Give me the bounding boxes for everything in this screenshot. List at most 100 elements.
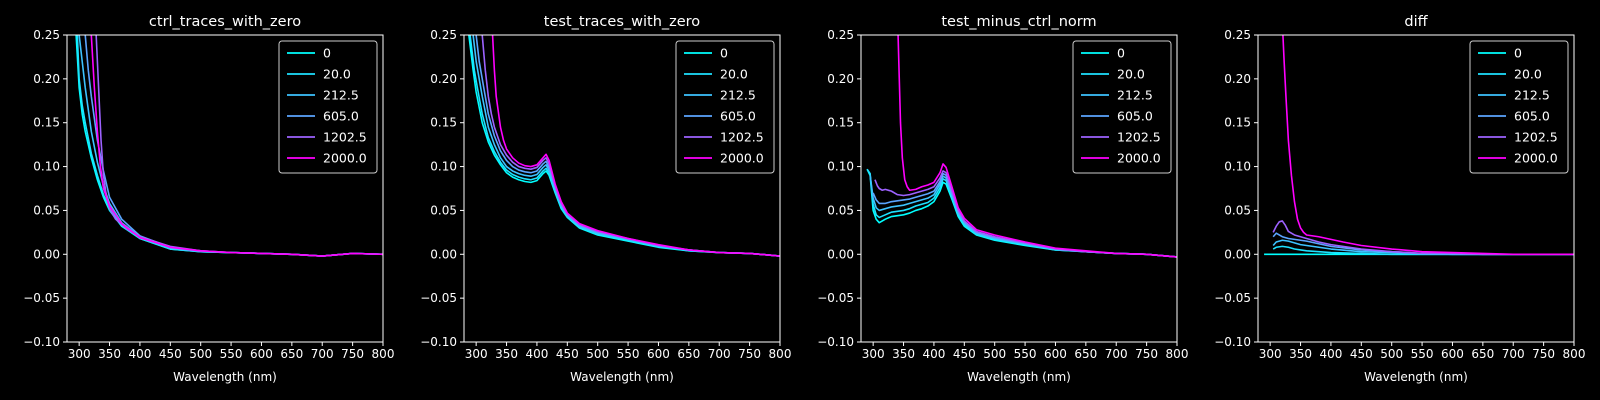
x-tick-label: 600 xyxy=(1441,347,1464,361)
y-tick-label: 0.00 xyxy=(827,247,854,261)
y-tick-label: −0.10 xyxy=(23,335,60,349)
x-tick-label: 550 xyxy=(220,347,243,361)
legend-label: 20.0 xyxy=(1514,67,1542,82)
x-tick-label: 400 xyxy=(128,347,151,361)
legend-label: 2000.0 xyxy=(323,151,367,166)
x-tick-label: 800 xyxy=(372,347,395,361)
series-line-6 xyxy=(897,35,1177,258)
legend-label: 212.5 xyxy=(1117,88,1153,103)
x-tick-label: 600 xyxy=(647,347,670,361)
x-tick-label: 650 xyxy=(1074,347,1097,361)
plot-frame xyxy=(1257,34,1575,343)
x-tick-label: 750 xyxy=(1135,347,1158,361)
x-tick-label: 650 xyxy=(1471,347,1494,361)
legend-label: 1202.5 xyxy=(720,130,764,145)
x-tick-label: 550 xyxy=(1411,347,1434,361)
y-tick-label: −0.10 xyxy=(420,335,457,349)
x-axis-label: Wavelength (nm) xyxy=(1364,370,1468,384)
legend: 0 20.0 212.5 605.0 1202.5 2000.0 xyxy=(278,40,378,174)
y-tick-label: 0.25 xyxy=(430,28,457,42)
x-tick-label: 400 xyxy=(525,347,548,361)
x-tick-label: 600 xyxy=(250,347,273,361)
legend-label: 20.0 xyxy=(720,67,748,82)
x-tick-label: 500 xyxy=(189,347,212,361)
series-line-5 xyxy=(1272,220,1574,256)
legend-label: 605.0 xyxy=(323,109,359,124)
x-tick-label: 800 xyxy=(1166,347,1189,361)
x-tick-label: 550 xyxy=(1014,347,1037,361)
x-tick-label: 500 xyxy=(983,347,1006,361)
chart-title: diff xyxy=(1404,14,1428,30)
legend-label: 212.5 xyxy=(323,88,359,103)
x-tick-label: 300 xyxy=(1259,347,1282,361)
y-tick-label: 0.25 xyxy=(33,28,60,42)
legend-label: 1202.5 xyxy=(1117,130,1161,145)
y-tick-label: 0.05 xyxy=(827,203,854,217)
x-tick-label: 700 xyxy=(311,347,334,361)
series-line-5 xyxy=(874,170,1177,258)
x-tick-label: 700 xyxy=(1105,347,1128,361)
x-tick-label: 600 xyxy=(1044,347,1067,361)
y-tick-label: 0.10 xyxy=(430,160,457,174)
series-lines xyxy=(75,35,383,257)
plot-frame xyxy=(463,34,781,343)
x-tick-label: 400 xyxy=(922,347,945,361)
y-tick-label: 0.10 xyxy=(33,160,60,174)
y-tick-label: 0.05 xyxy=(33,203,60,217)
x-tick-label: 350 xyxy=(1289,347,1312,361)
y-tick-label: 0.10 xyxy=(827,160,854,174)
y-tick-label: 0.05 xyxy=(430,203,457,217)
series-line-2 xyxy=(866,168,1177,258)
legend-label: 2000.0 xyxy=(1514,151,1558,166)
y-tick-label: −0.10 xyxy=(1214,335,1251,349)
legend-label: 0 xyxy=(720,46,728,61)
legend-label: 2000.0 xyxy=(1117,151,1161,166)
x-tick-label: 350 xyxy=(495,347,518,361)
x-tick-label: 700 xyxy=(708,347,731,361)
y-tick-label: 0.15 xyxy=(430,116,457,130)
x-tick-label: 750 xyxy=(1532,347,1555,361)
legend-label: 605.0 xyxy=(1514,109,1550,124)
x-tick-label: 450 xyxy=(556,347,579,361)
series-line-4 xyxy=(872,172,1177,258)
x-tick-label: 400 xyxy=(1319,347,1342,361)
legend-label: 0 xyxy=(1514,46,1522,61)
y-tick-label: −0.10 xyxy=(817,335,854,349)
x-tick-label: 800 xyxy=(1563,347,1586,361)
chart-title: ctrl_traces_with_zero xyxy=(149,14,301,30)
x-tick-label: 350 xyxy=(892,347,915,361)
chart-panel-3: 300 350 400 450 500 550 600 650 700 750 800 −0.10 −0… xyxy=(817,14,1188,384)
x-tick-label: 450 xyxy=(953,347,976,361)
y-tick-label: 0.00 xyxy=(33,247,60,261)
plot-frame xyxy=(66,34,384,343)
y-tick-label: 0.25 xyxy=(827,28,854,42)
series-lines xyxy=(866,35,1177,258)
x-tick-label: 800 xyxy=(769,347,792,361)
series-lines xyxy=(1264,35,1574,256)
y-tick-label: 0.20 xyxy=(827,72,854,86)
y-tick-label: −0.05 xyxy=(1214,291,1251,305)
chart-title: test_traces_with_zero xyxy=(544,14,701,30)
legend-label: 212.5 xyxy=(1514,88,1550,103)
y-tick-label: 0.00 xyxy=(1224,247,1251,261)
x-tick-label: 350 xyxy=(98,347,121,361)
legend-label: 0 xyxy=(323,46,331,61)
chart-panel-2: 300 350 400 450 500 550 600 650 700 750 800 −0.10 −0… xyxy=(420,14,791,384)
x-tick-label: 450 xyxy=(1350,347,1373,361)
x-axis-label: Wavelength (nm) xyxy=(173,370,277,384)
series-lines xyxy=(468,35,780,257)
x-tick-label: 550 xyxy=(617,347,640,361)
series-line-6 xyxy=(90,35,383,257)
y-tick-label: 0.05 xyxy=(1224,203,1251,217)
x-tick-label: 750 xyxy=(738,347,761,361)
y-tick-label: 0.20 xyxy=(1224,72,1251,86)
y-tick-label: 0.25 xyxy=(1224,28,1251,42)
legend-label: 1202.5 xyxy=(1514,130,1558,145)
x-tick-label: 500 xyxy=(586,347,609,361)
chart-panel-1: 300 350 400 450 500 550 600 650 700 750 800 −0.10 −0… xyxy=(23,14,394,384)
y-tick-label: 0.15 xyxy=(1224,116,1251,130)
legend-label: 0 xyxy=(1117,46,1125,61)
x-tick-label: 750 xyxy=(341,347,364,361)
x-tick-label: 700 xyxy=(1502,347,1525,361)
